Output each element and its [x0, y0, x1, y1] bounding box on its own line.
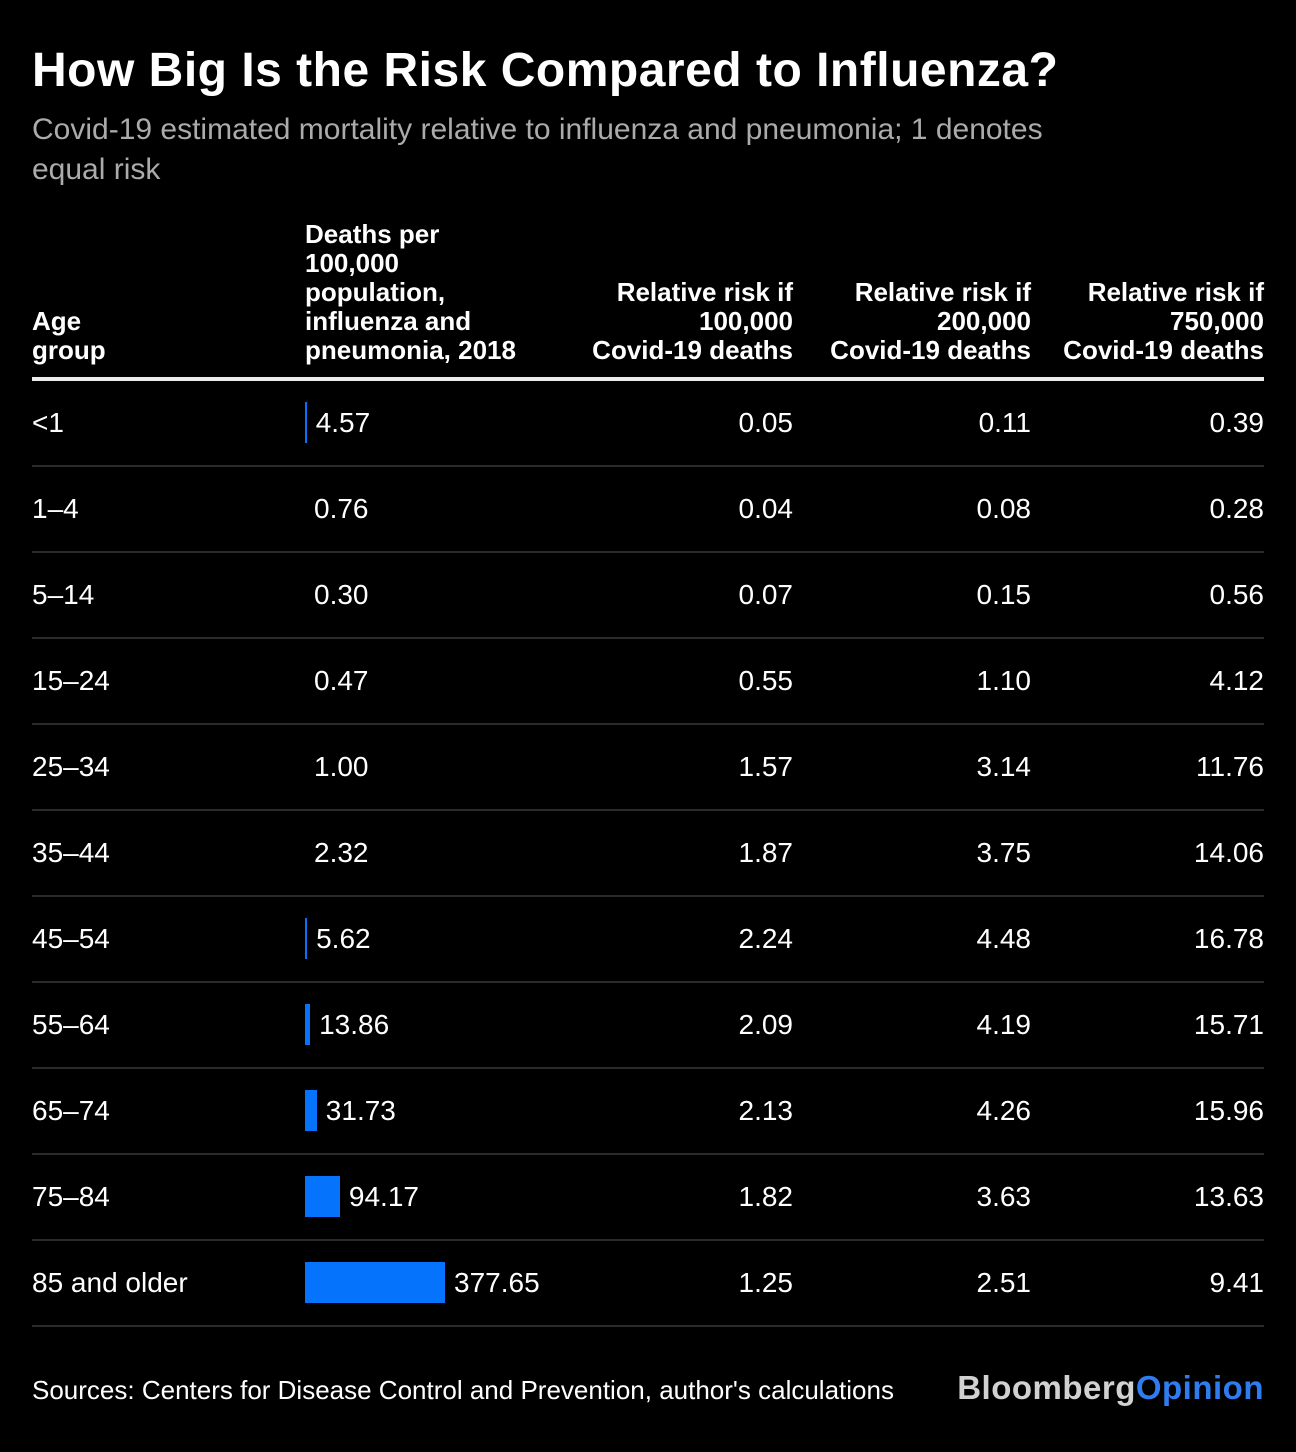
deaths-value: 0.30 [314, 578, 369, 610]
deaths-cell: 94.17 [305, 1176, 561, 1218]
col-header-risk-100k: Relative risk if 100,000 Covid-19 deaths [592, 276, 793, 365]
risk-100k-cell: 2.24 [738, 922, 794, 954]
risk-100k-cell: 0.07 [738, 578, 794, 610]
risk-750k-cell: 11.76 [1196, 750, 1264, 782]
table-row: 65–74 31.73 2.13 4.26 15.96 [32, 1069, 1264, 1155]
age-group-cell: 55–64 [32, 1008, 110, 1040]
deaths-cell: 0.47 [305, 660, 561, 701]
age-group-cell: 1–4 [32, 492, 79, 524]
risk-200k-cell: 0.11 [978, 406, 1031, 438]
deaths-cell: 377.65 [305, 1262, 561, 1304]
risk-200k-cell: 0.08 [976, 492, 1032, 524]
deaths-cell: 5.62 [305, 918, 561, 960]
age-group-cell: 25–34 [32, 750, 110, 782]
age-group-cell: 5–14 [32, 578, 95, 610]
risk-100k-cell: 0.04 [738, 492, 794, 524]
deaths-bar [305, 1090, 317, 1132]
risk-750k-cell: 15.96 [1193, 1094, 1264, 1126]
table-row: <1 4.57 0.05 0.11 0.39 [32, 381, 1264, 467]
deaths-cell: 1.00 [305, 746, 561, 787]
deaths-cell: 2.32 [305, 832, 561, 873]
risk-200k-cell: 3.63 [976, 1180, 1032, 1212]
table-row: 45–54 5.62 2.24 4.48 16.78 [32, 897, 1264, 983]
age-group-cell: 15–24 [32, 664, 110, 696]
deaths-value: 31.73 [325, 1094, 396, 1126]
deaths-value: 94.17 [348, 1180, 419, 1212]
risk-750k-cell: 0.39 [1209, 406, 1265, 438]
deaths-bar [305, 1262, 445, 1304]
risk-750k-cell: 16.78 [1193, 922, 1264, 954]
age-group-cell: 45–54 [32, 922, 110, 954]
table-row: 75–84 94.17 1.82 3.63 13.63 [32, 1155, 1264, 1241]
deaths-value: 4.57 [315, 406, 371, 438]
deaths-bar [305, 1004, 311, 1046]
age-group-cell: 65–74 [32, 1094, 110, 1126]
page-title: How Big Is the Risk Compared to Influenz… [32, 44, 1059, 97]
table-row: 5–14 0.30 0.07 0.15 0.56 [32, 553, 1264, 639]
risk-750k-cell: 0.56 [1209, 578, 1265, 610]
risk-100k-cell: 1.82 [738, 1180, 794, 1212]
risk-100k-cell: 1.25 [738, 1266, 794, 1298]
col-header-deaths-per-100k: Deaths per 100,000 population, influenza… [305, 218, 516, 365]
risk-100k-cell: 1.57 [738, 750, 794, 782]
chart-page: How Big Is the Risk Compared to Influenz… [32, 44, 1264, 1407]
deaths-bar [305, 1176, 340, 1218]
table-body: <1 4.57 0.05 0.11 0.39 1–4 0.76 0.04 0.08 0.28 5–1… [32, 381, 1264, 1327]
logo-bloomberg: Bloomberg [957, 1368, 1136, 1406]
age-group-cell: <1 [32, 406, 64, 438]
risk-750k-cell: 4.12 [1209, 664, 1265, 696]
col-header-risk-750k: Relative risk if 750,000 Covid-19 deaths [1063, 276, 1264, 365]
table-row: 1–4 0.76 0.04 0.08 0.28 [32, 467, 1264, 553]
risk-200k-cell: 3.14 [976, 750, 1032, 782]
table-row: 15–24 0.47 0.55 1.10 4.12 [32, 639, 1264, 725]
risk-200k-cell: 0.15 [976, 578, 1032, 610]
risk-200k-cell: 3.75 [976, 836, 1032, 868]
age-group-cell: 85 and older [32, 1266, 188, 1298]
risk-100k-cell: 0.55 [738, 664, 794, 696]
risk-200k-cell: 2.51 [976, 1266, 1032, 1298]
footer: Sources: Centers for Disease Control and… [32, 1369, 1264, 1407]
sources-text: Sources: Centers for Disease Control and… [32, 1374, 894, 1405]
bloomberg-opinion-logo: BloombergOpinion [957, 1369, 1264, 1407]
logo-opinion: Opinion [1135, 1368, 1264, 1406]
deaths-value: 0.47 [314, 664, 369, 696]
table-header-row: Age group Deaths per 100,000 population,… [32, 218, 1264, 377]
deaths-value: 1.00 [314, 750, 369, 782]
deaths-bar [305, 918, 308, 960]
risk-200k-cell: 1.10 [976, 664, 1032, 696]
risk-750k-cell: 0.28 [1209, 492, 1265, 524]
deaths-cell: 0.30 [305, 574, 561, 615]
risk-200k-cell: 4.19 [976, 1008, 1032, 1040]
deaths-cell: 13.86 [305, 1004, 561, 1046]
age-group-cell: 75–84 [32, 1180, 110, 1212]
risk-200k-cell: 4.48 [976, 922, 1032, 954]
header-rule [32, 376, 1264, 381]
deaths-value: 0.76 [314, 492, 369, 524]
col-header-risk-200k: Relative risk if 200,000 Covid-19 deaths [830, 276, 1031, 365]
risk-100k-cell: 0.05 [738, 406, 794, 438]
deaths-cell: 4.57 [305, 402, 561, 444]
risk-100k-cell: 2.13 [738, 1094, 794, 1126]
risk-100k-cell: 1.87 [738, 836, 794, 868]
risk-750k-cell: 15.71 [1193, 1008, 1264, 1040]
deaths-cell: 31.73 [305, 1090, 561, 1132]
deaths-value: 5.62 [316, 922, 371, 954]
col-header-age-group: Age group [32, 305, 106, 365]
risk-750k-cell: 9.41 [1209, 1266, 1265, 1298]
deaths-bar [305, 402, 307, 444]
table-row: 25–34 1.00 1.57 3.14 11.76 [32, 725, 1264, 811]
deaths-value: 2.32 [314, 836, 369, 868]
risk-750k-cell: 14.06 [1193, 836, 1264, 868]
page-subtitle: Covid-19 estimated mortality relative to… [32, 112, 1043, 186]
deaths-cell: 0.76 [305, 488, 561, 529]
table-row: 35–44 2.32 1.87 3.75 14.06 [32, 811, 1264, 897]
age-group-cell: 35–44 [32, 836, 110, 868]
table-row: 85 and older 377.65 1.25 2.51 9.41 [32, 1241, 1264, 1327]
risk-750k-cell: 13.63 [1193, 1180, 1264, 1212]
deaths-value: 377.65 [454, 1266, 540, 1298]
risk-100k-cell: 2.09 [738, 1008, 794, 1040]
risk-200k-cell: 4.26 [976, 1094, 1032, 1126]
deaths-value: 13.86 [319, 1008, 390, 1040]
table-row: 55–64 13.86 2.09 4.19 15.71 [32, 983, 1264, 1069]
